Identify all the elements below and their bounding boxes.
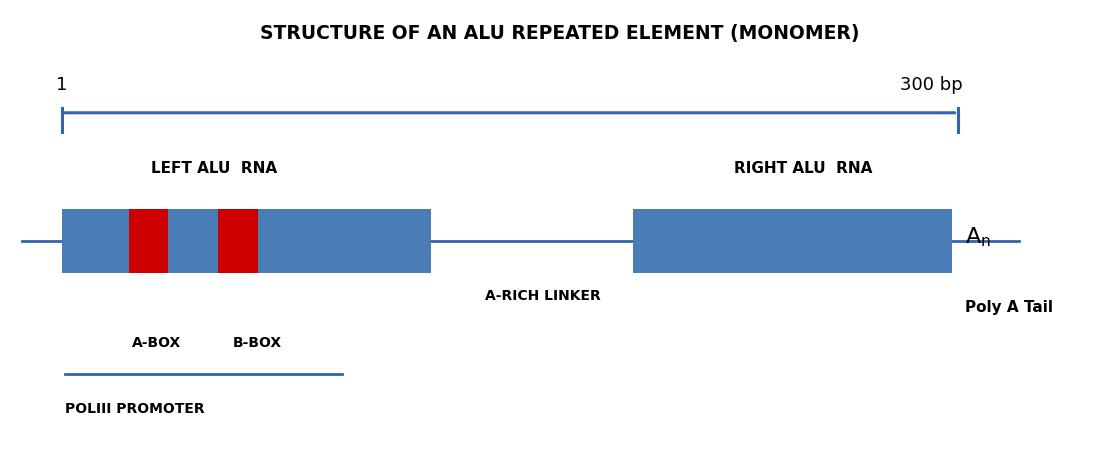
Text: POLIII PROMOTER: POLIII PROMOTER [65, 402, 205, 416]
Text: 300 bp: 300 bp [900, 76, 963, 94]
Bar [62, 209, 431, 273]
Bar [129, 209, 168, 273]
Text: $\mathregular{A_n}$: $\mathregular{A_n}$ [965, 226, 991, 249]
Text: B-BOX: B-BOX [233, 336, 282, 350]
Text: A-BOX: A-BOX [132, 336, 181, 350]
Text: LEFT ALU  RNA: LEFT ALU RNA [151, 161, 278, 176]
Text: STRUCTURE OF AN ALU REPEATED ELEMENT (MONOMER): STRUCTURE OF AN ALU REPEATED ELEMENT (MO… [260, 24, 860, 42]
Text: A-RICH LINKER: A-RICH LINKER [485, 289, 601, 303]
Text: RIGHT ALU  RNA: RIGHT ALU RNA [734, 161, 872, 176]
Bar [218, 209, 258, 273]
Text: 1: 1 [56, 76, 67, 94]
Bar [633, 209, 952, 273]
Text: Poly A Tail: Poly A Tail [965, 300, 1054, 315]
